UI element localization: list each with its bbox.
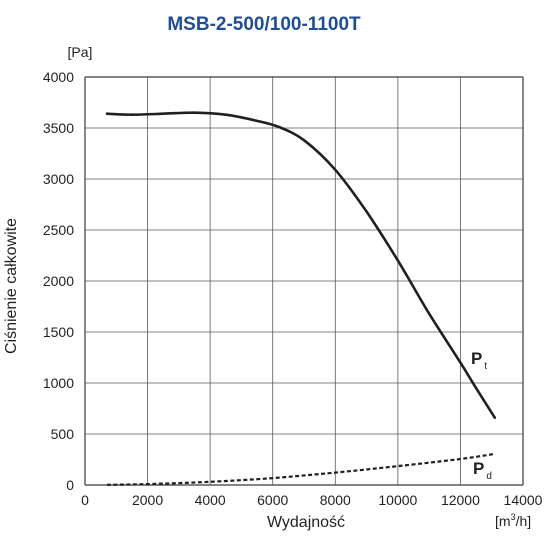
y-tick-label: 3000 — [43, 171, 74, 187]
x-tick-label: 6000 — [257, 492, 288, 508]
x-tick-label: 0 — [81, 492, 89, 508]
grid — [84, 76, 524, 486]
chart-title: MSB-2-500/100-1100T — [167, 14, 361, 35]
y-unit-label: [Pa] — [68, 44, 93, 60]
x-tick-label: 10000 — [378, 492, 417, 508]
y-tick-label: 2500 — [43, 222, 74, 238]
x-tick-label: 2000 — [132, 492, 163, 508]
y-tick-label: 2000 — [43, 273, 74, 289]
x-tick-label: 4000 — [195, 492, 226, 508]
x-tick-label: 12000 — [441, 492, 480, 508]
y-tick-label: 500 — [51, 426, 75, 442]
y-tick-labels: 0 500 1000 1500 2000 2500 3000 3500 4000 — [43, 69, 74, 493]
series-line-pd — [106, 452, 495, 486]
y-axis-label: Ciśnienie całkowite — [3, 218, 20, 354]
y-tick-label: 1500 — [43, 324, 74, 340]
y-tick-label: 1000 — [43, 375, 74, 391]
y-tick-label: 4000 — [43, 69, 74, 85]
y-tick-label: 0 — [66, 477, 74, 493]
x-axis-label: Wydajność — [267, 514, 345, 531]
x-tick-label: 14000 — [504, 492, 543, 508]
y-tick-label: 3500 — [43, 120, 74, 136]
x-unit-label: [m3/h] — [495, 512, 531, 529]
series-line-pt — [105, 111, 497, 419]
series-lines — [105, 111, 497, 486]
x-tick-label: 8000 — [320, 492, 351, 508]
x-tick-labels: 0 2000 4000 6000 8000 10000 12000 14000 — [81, 492, 543, 508]
